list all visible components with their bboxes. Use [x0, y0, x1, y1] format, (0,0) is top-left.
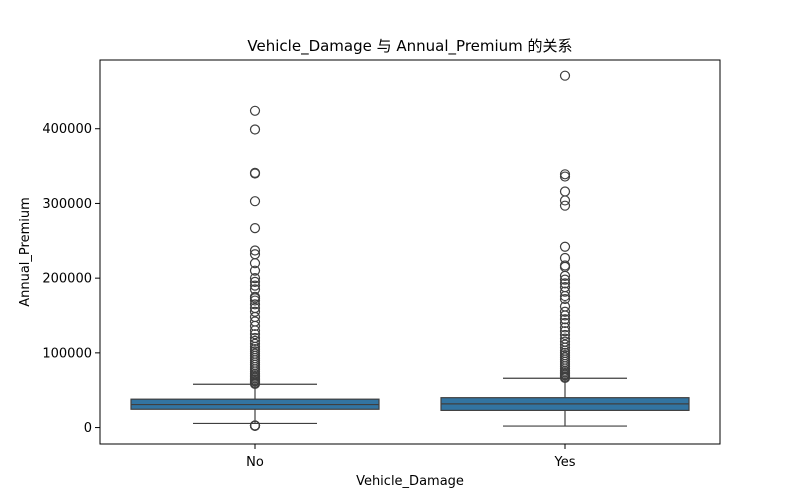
y-tick-label: 300000 — [42, 197, 92, 212]
outlier-point — [249, 273, 261, 284]
x-tick-label: No — [246, 455, 264, 470]
outlier-point — [559, 241, 571, 252]
outlier-point — [559, 326, 571, 337]
outlier-point — [249, 299, 261, 310]
outlier-point — [559, 339, 571, 350]
box-group-yes — [440, 70, 690, 427]
y-axis-label: Annual_Premium — [18, 197, 33, 307]
outlier-point — [249, 245, 261, 256]
outlier-point — [249, 196, 261, 207]
outlier-point — [249, 306, 261, 317]
chart-title: Vehicle_Damage 与 Annual_Premium 的关系 — [247, 37, 572, 56]
outlier-point — [559, 274, 571, 285]
box-group-no — [130, 105, 380, 431]
y-tick-label: 100000 — [42, 346, 92, 361]
outlier-point — [249, 276, 261, 287]
outlier-point — [559, 195, 571, 206]
outlier-point — [559, 322, 571, 333]
outlier-point — [559, 317, 571, 329]
outlier-point — [559, 314, 571, 325]
outlier-point — [249, 284, 261, 295]
outlier-point — [249, 329, 261, 340]
axes-frame — [99, 59, 721, 445]
outlier-point — [559, 306, 571, 317]
x-axis-label: Vehicle_Damage — [356, 474, 464, 489]
outlier-point — [249, 332, 261, 344]
outlier-point — [559, 333, 571, 344]
outlier-point — [559, 252, 571, 264]
outlier-point — [249, 302, 261, 314]
outlier-point — [559, 293, 571, 305]
outlier-point — [249, 420, 261, 431]
outlier-point — [249, 265, 261, 276]
outlier-point — [249, 167, 261, 178]
outlier-point — [559, 282, 571, 293]
outlier-point — [559, 301, 571, 312]
outlier-point — [559, 200, 571, 211]
outlier-point — [249, 338, 261, 349]
outlier-point — [559, 169, 571, 180]
outlier-point — [249, 124, 261, 135]
outlier-point — [559, 286, 571, 297]
outlier-point — [249, 249, 261, 260]
y-tick-label: 0 — [84, 421, 92, 436]
y-tick-label: 200000 — [42, 272, 92, 287]
outlier-point — [559, 186, 571, 197]
outlier-point — [559, 329, 571, 341]
outlier-point — [249, 222, 261, 234]
outlier-point — [559, 336, 571, 347]
outlier-point — [249, 335, 261, 347]
outlier-point — [559, 70, 571, 81]
outlier-point — [559, 260, 571, 271]
y-tick-label: 400000 — [42, 122, 92, 137]
outlier-point — [559, 171, 571, 182]
outlier-point — [249, 316, 261, 327]
outlier-point — [249, 105, 261, 116]
outlier-point — [249, 291, 261, 302]
plot-area — [130, 70, 690, 431]
x-tick-label: Yes — [554, 455, 576, 470]
outlier-point — [559, 278, 571, 289]
outlier-point — [249, 280, 261, 291]
